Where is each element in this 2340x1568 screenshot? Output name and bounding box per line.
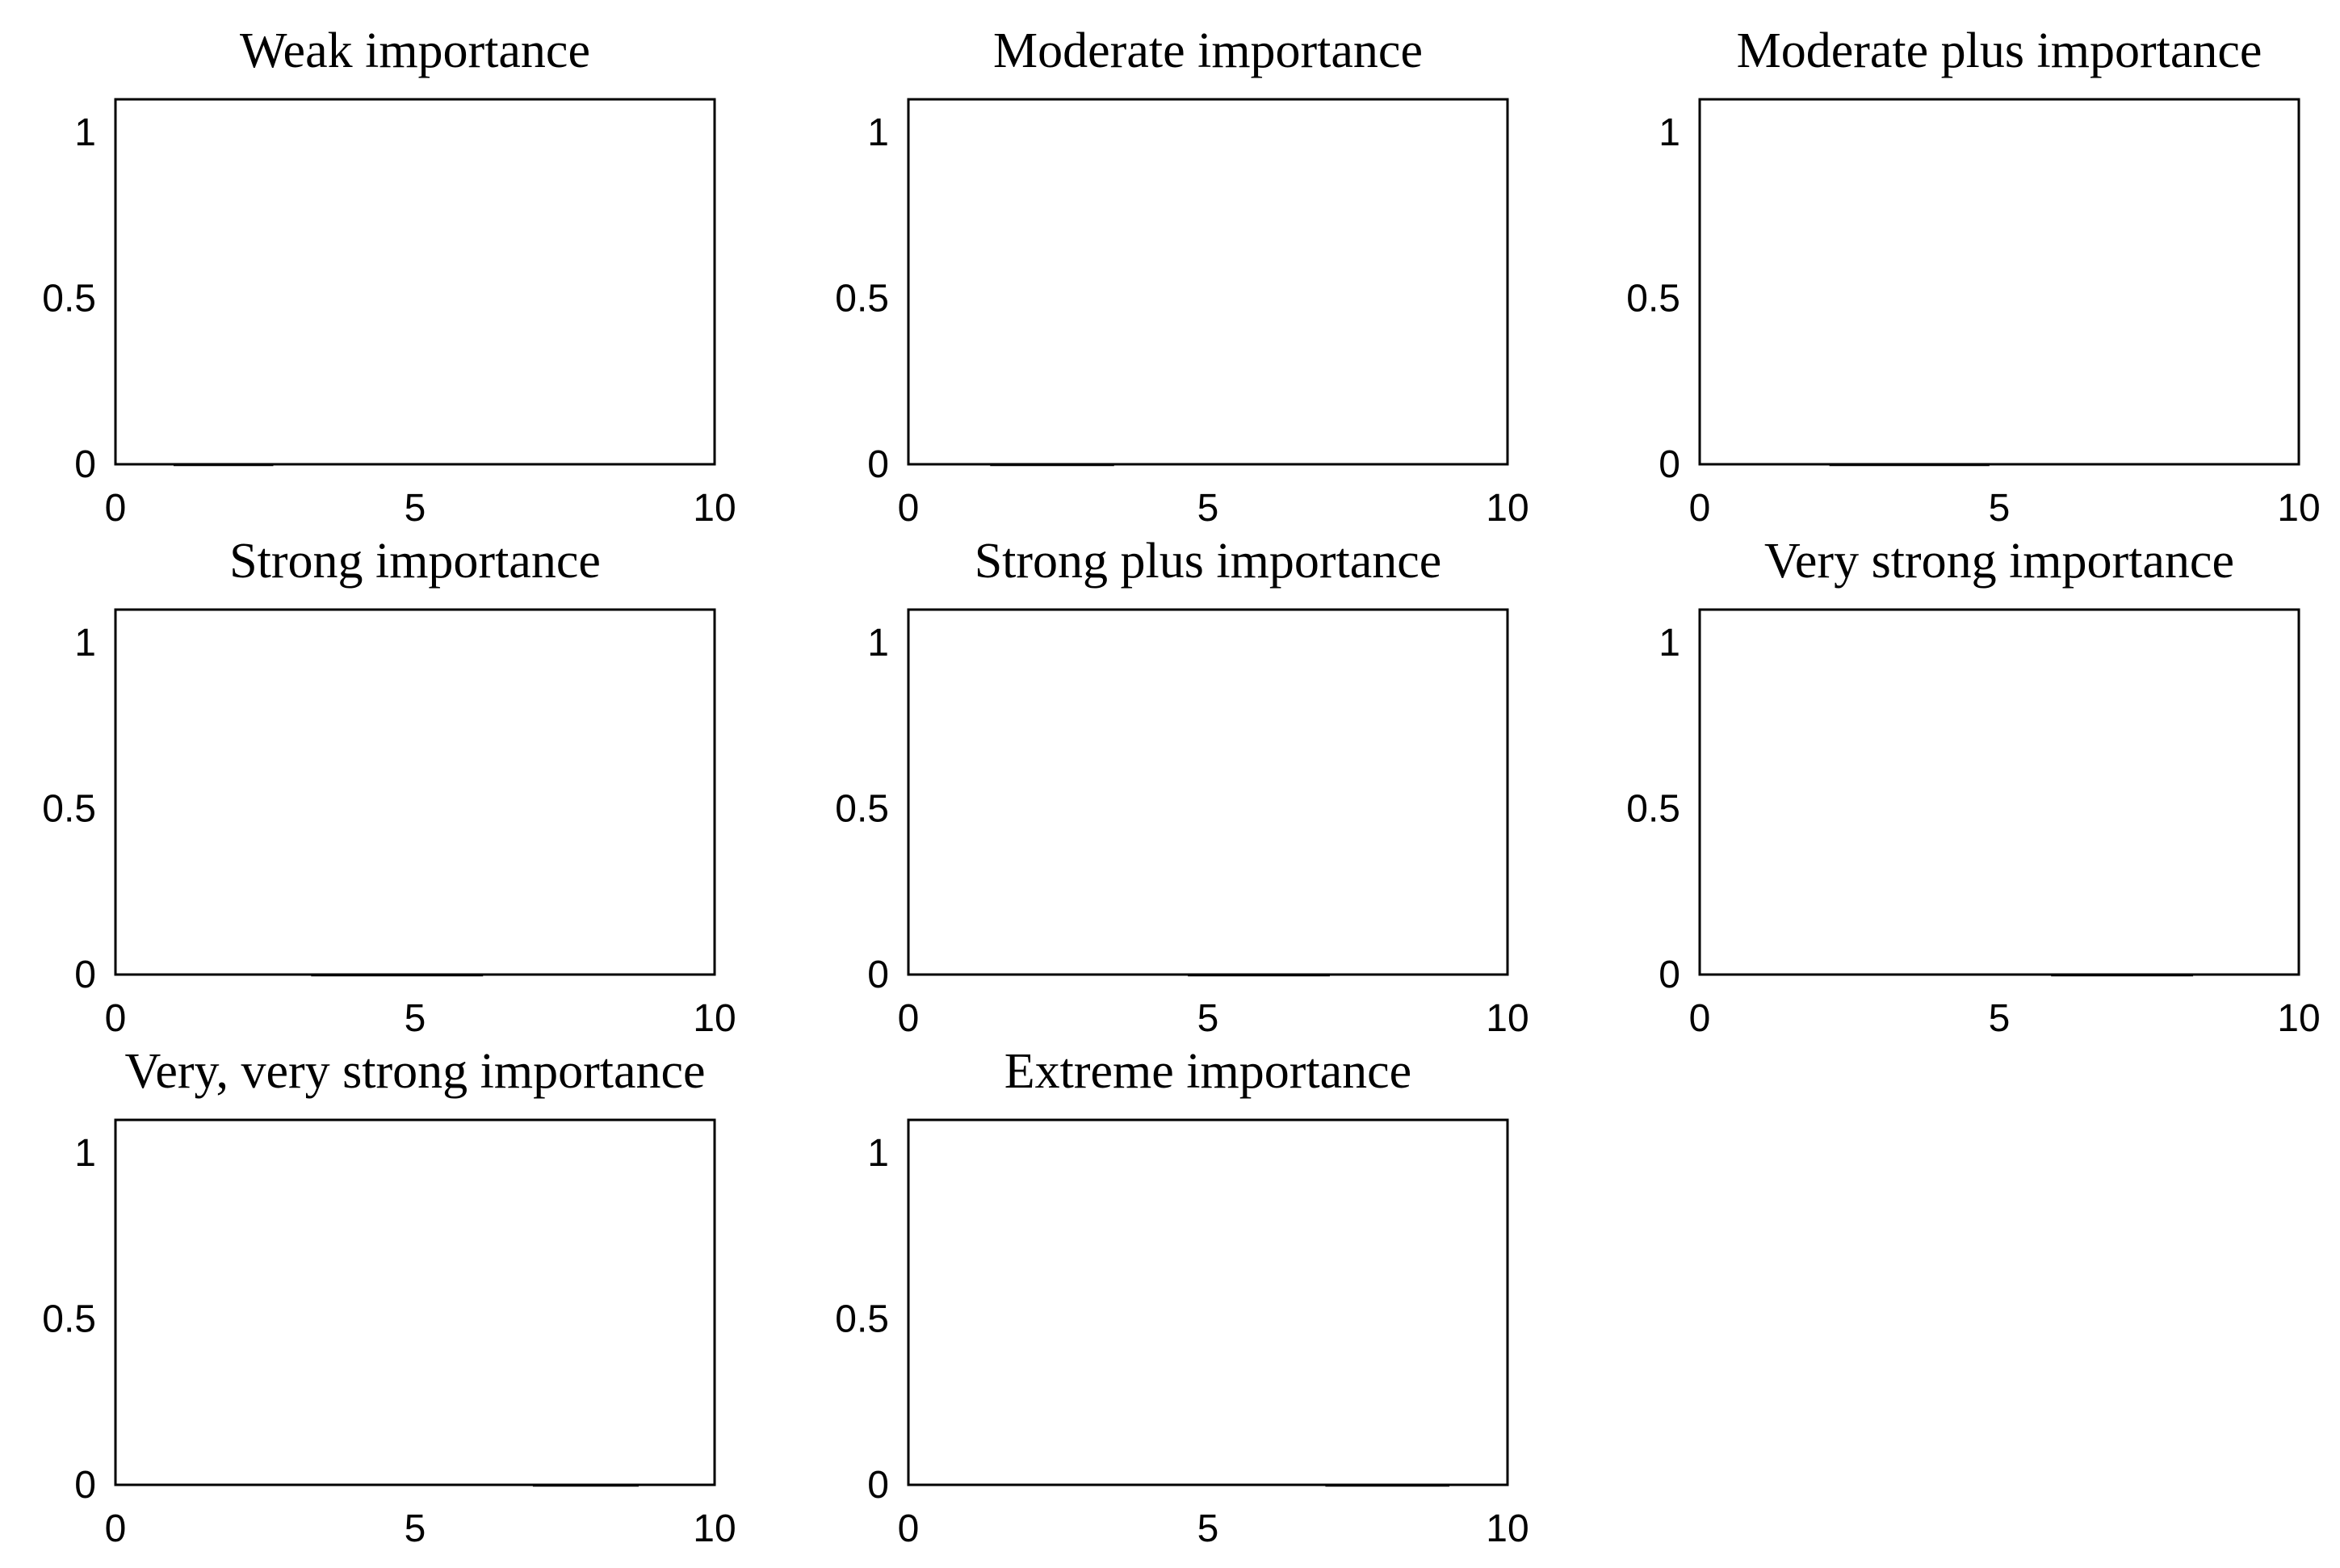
x-tick-label: 0 <box>105 997 127 1040</box>
x-tick-label: 0 <box>1689 487 1711 530</box>
y-tick-label: 1 <box>867 622 889 665</box>
x-tick-label: 10 <box>693 997 736 1040</box>
y-tick-label: 0 <box>867 954 889 996</box>
axes-frame <box>114 98 716 466</box>
y-tick-label: 0.5 <box>1626 788 1680 831</box>
chart-title: Very, very strong importance <box>124 1044 705 1099</box>
y-tick-label: 0 <box>867 443 889 486</box>
x-tick-label: 0 <box>898 1507 920 1550</box>
axes-frame <box>114 1118 716 1486</box>
y-tick-label: 0 <box>74 1464 96 1507</box>
y-tick-label: 1 <box>74 622 96 665</box>
chart-title: Moderate plus importance <box>1737 23 2262 78</box>
subplot-moderate-importance: 0 5 10 0 0.5 1 Moderate importance <box>835 23 1529 530</box>
x-tick-label: 0 <box>898 997 920 1040</box>
y-tick-label: 1 <box>1659 111 1680 154</box>
axes-frame <box>907 608 1509 976</box>
y-tick-label: 0 <box>867 1464 889 1507</box>
chart-title: Weak importance <box>240 23 590 78</box>
y-tick-label: 0.5 <box>42 1298 96 1341</box>
chart-title: Strong plus importance <box>975 534 1442 589</box>
subplot-weak-importance: 0 5 10 0 0.5 1 Weak importance <box>42 23 736 530</box>
y-tick-label: 1 <box>1659 622 1680 665</box>
y-tick-label: 0.5 <box>835 1298 889 1341</box>
x-tick-label: 5 <box>1197 487 1219 530</box>
y-tick-label: 0.5 <box>835 788 889 831</box>
x-tick-label: 5 <box>1989 487 2011 530</box>
subplot-strong-importance: 0 5 10 0 0.5 1 Strong importance <box>42 534 736 1040</box>
x-tick-label: 10 <box>693 487 736 530</box>
x-tick-label: 5 <box>1989 997 2011 1040</box>
axes-frame <box>114 608 716 976</box>
axes-frame <box>907 1118 1509 1486</box>
y-tick-label: 0.5 <box>42 278 96 321</box>
y-tick-label: 0.5 <box>1626 278 1680 321</box>
x-tick-label: 5 <box>405 1507 426 1550</box>
y-tick-label: 1 <box>867 111 889 154</box>
subplot-moderate-plus-importance: 0 5 10 0 0.5 1 Moderate plus importance <box>1626 23 2320 530</box>
chart-title: Moderate importance <box>993 23 1423 78</box>
axes-frame <box>907 98 1509 466</box>
x-tick-label: 10 <box>1486 997 1529 1040</box>
x-tick-label: 0 <box>105 1507 127 1550</box>
y-tick-label: 0.5 <box>835 278 889 321</box>
y-tick-label: 1 <box>867 1132 889 1175</box>
axes-frame <box>1698 608 2300 976</box>
subplot-very-strong-importance: 0 5 10 0 0.5 1 Very strong importance <box>1626 534 2320 1040</box>
x-tick-label: 10 <box>693 1507 736 1550</box>
x-tick-label: 10 <box>2277 997 2320 1040</box>
axes-frame <box>1698 98 2300 466</box>
y-tick-label: 1 <box>74 111 96 154</box>
x-tick-label: 10 <box>2277 487 2320 530</box>
x-tick-label: 5 <box>1197 997 1219 1040</box>
x-tick-label: 5 <box>405 487 426 530</box>
x-tick-label: 5 <box>405 997 426 1040</box>
subplot-strong-plus-importance: 0 5 10 0 0.5 1 Strong plus importance <box>835 534 1529 1040</box>
y-tick-label: 1 <box>74 1132 96 1175</box>
y-tick-label: 0 <box>74 443 96 486</box>
y-tick-label: 0 <box>74 954 96 996</box>
chart-title: Extreme importance <box>1004 1044 1411 1099</box>
y-tick-label: 0 <box>1659 954 1680 996</box>
y-tick-label: 0.5 <box>42 788 96 831</box>
x-tick-label: 5 <box>1197 1507 1219 1550</box>
y-tick-label: 0 <box>1659 443 1680 486</box>
x-tick-label: 10 <box>1486 1507 1529 1550</box>
subplot-extreme-importance: 0 5 10 0 0.5 1 Extreme importance <box>835 1044 1529 1550</box>
chart-title: Very strong importance <box>1764 534 2234 589</box>
x-tick-label: 0 <box>105 487 127 530</box>
x-tick-label: 0 <box>898 487 920 530</box>
subplot-very-very-strong-importance: 0 5 10 0 0.5 1 Very, very strong importance <box>42 1044 736 1550</box>
x-tick-label: 0 <box>1689 997 1711 1040</box>
x-tick-label: 10 <box>1486 487 1529 530</box>
chart-title: Strong importance <box>229 534 601 589</box>
